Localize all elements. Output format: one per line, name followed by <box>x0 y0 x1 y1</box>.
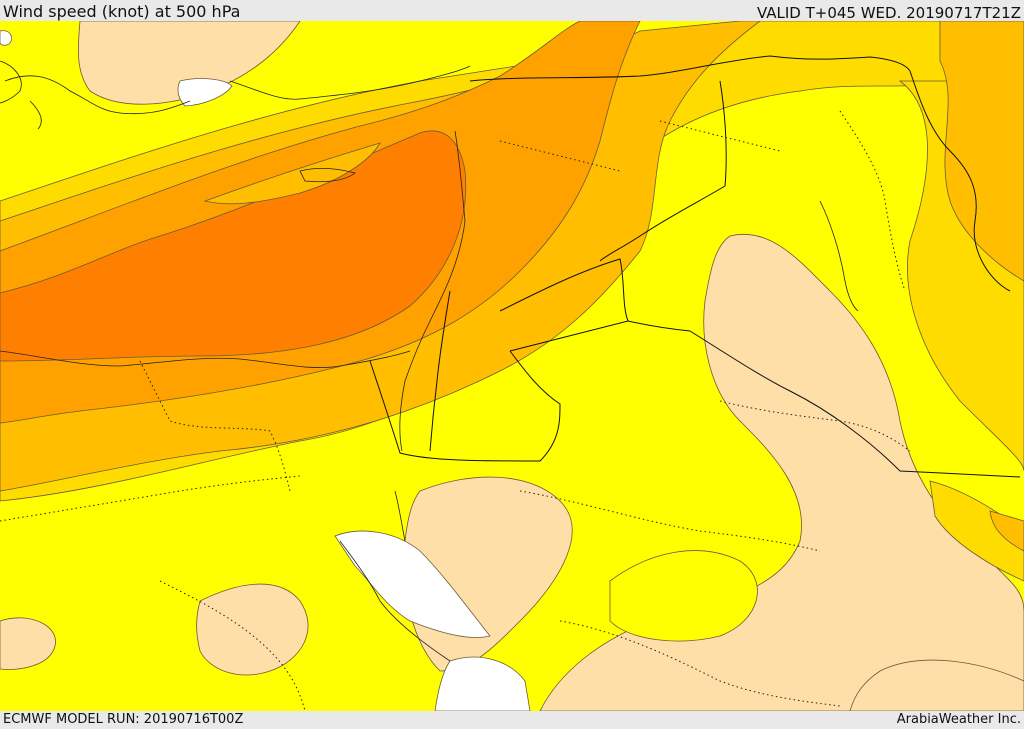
border-israel-jordan <box>429 290 451 452</box>
internal-boundary-5 <box>499 120 781 172</box>
border-iraq-iran <box>909 70 1011 292</box>
wind-speed-map <box>0 21 1024 711</box>
band-tan-egypt <box>196 583 309 676</box>
coastline-aegean <box>0 60 42 130</box>
band-tan-northwest <box>77 21 301 105</box>
border-turkey-syria <box>469 55 911 82</box>
map-title: Wind speed (knot) at 500 hPa <box>3 2 241 21</box>
coastline-levant <box>399 130 466 452</box>
band-gold-southeast <box>929 480 1024 582</box>
band-amber-strip <box>203 142 381 205</box>
footer-bar: ECMWF MODEL RUN: 20190716T00Z ArabiaWeat… <box>0 711 1024 729</box>
internal-boundary-6 <box>559 620 841 707</box>
border-jordan-iraq <box>499 258 629 322</box>
coastline-cyprus <box>299 167 356 183</box>
calm-area-north <box>177 78 233 107</box>
calm-area-coast <box>0 30 12 46</box>
model-run-label: ECMWF MODEL RUN: 20190716T00Z <box>3 712 244 727</box>
band-tan-southwest <box>0 617 56 670</box>
coastline-gulf <box>819 200 859 312</box>
credit-label: ArabiaWeather Inc. <box>896 712 1021 727</box>
border-saudi-north <box>509 320 1021 478</box>
border-egypt-israel <box>369 350 561 462</box>
band-tan-south-gulf <box>849 659 1024 711</box>
internal-boundary-4 <box>719 400 911 452</box>
internal-boundary-1 <box>139 360 291 492</box>
valid-time: VALID T+045 WED. 20190717T21Z <box>756 4 1021 22</box>
band-amber-southeast <box>989 510 1024 552</box>
band-tan-interior <box>539 234 1024 711</box>
coastline-north-africa <box>0 350 411 368</box>
coastline-red-sea <box>339 490 451 662</box>
calm-area-red-sea-north <box>334 530 491 638</box>
band-yellow-interior <box>609 550 758 642</box>
calm-area-red-sea-south <box>434 656 531 711</box>
band-deep-orange <box>0 130 467 362</box>
title-bar: Wind speed (knot) at 500 hPa VALID T+045… <box>0 0 1024 22</box>
internal-boundary-2 <box>0 475 301 522</box>
band-amber-ne <box>939 21 1024 282</box>
border-syria-iraq <box>599 80 727 262</box>
coastline-anatolia <box>4 65 471 115</box>
